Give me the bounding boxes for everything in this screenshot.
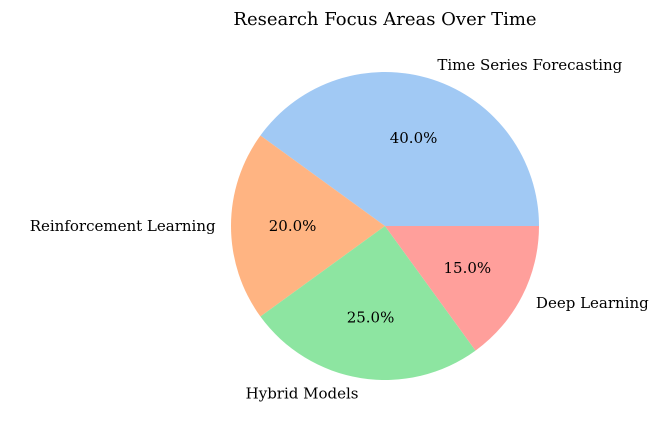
pie-slice-hybrid-models [260,226,476,380]
slice-labels: Time Series Forecasting Reinforcement Lea… [30,56,649,402]
slice-label-time-series-forecasting: Time Series Forecasting [437,56,622,74]
pct-label-deep-learning: 15.0% [444,259,492,277]
pct-label-reinforcement-learning: 20.0% [269,217,317,235]
slice-label-deep-learning: Deep Learning [536,294,649,312]
slice-label-hybrid-models: Hybrid Models [246,384,359,402]
pie-slice-deep-learning [385,226,539,351]
chart-title: Research Focus Areas Over Time [233,9,536,30]
percent-labels: 40.0% 20.0% 25.0% 15.0% [269,129,491,326]
pie-slices [231,71,539,380]
pct-label-hybrid-models: 25.0% [347,308,395,326]
pct-label-time-series-forecasting: 40.0% [390,129,438,147]
pie-slice-time-series-forecasting [260,71,539,226]
slice-label-reinforcement-learning: Reinforcement Learning [30,217,216,235]
pie-slice-reinforcement-learning [231,135,385,317]
